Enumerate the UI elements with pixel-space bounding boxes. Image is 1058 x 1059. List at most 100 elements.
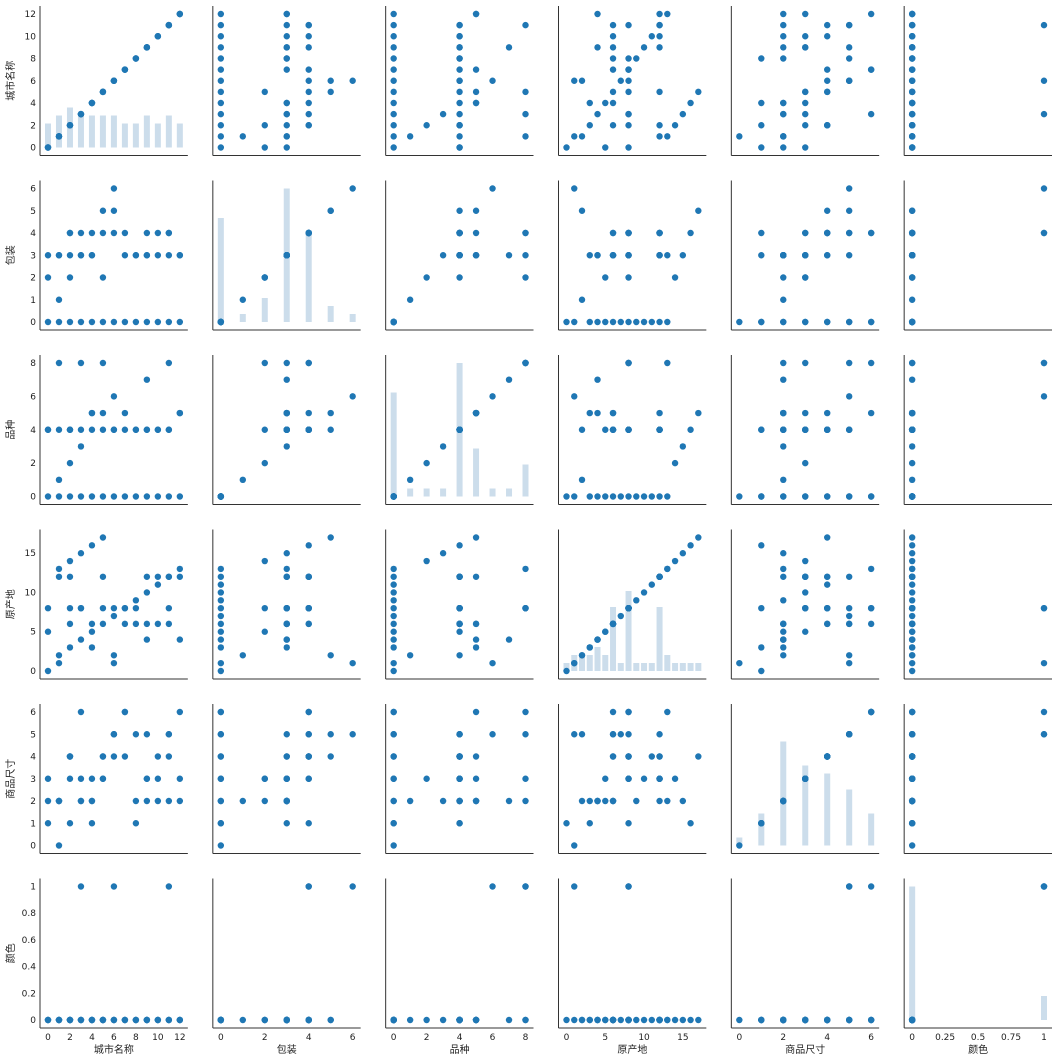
- point: [908, 207, 916, 214]
- panel-2-2: [385, 355, 534, 505]
- point: [845, 731, 853, 738]
- point: [845, 207, 853, 214]
- point: [824, 66, 831, 73]
- point: [505, 1016, 513, 1024]
- point: [77, 708, 85, 716]
- point: [908, 604, 916, 612]
- point: [99, 604, 107, 612]
- point: [327, 88, 334, 96]
- point: [845, 44, 853, 51]
- point: [571, 659, 578, 667]
- point: [780, 443, 787, 450]
- point: [132, 1016, 140, 1024]
- panel-0-2: [385, 6, 534, 156]
- point: [305, 409, 312, 417]
- point: [132, 252, 140, 259]
- ytick-label: 3: [30, 251, 36, 261]
- point: [780, 274, 787, 281]
- point: [456, 604, 463, 612]
- point: [656, 797, 663, 805]
- point: [390, 628, 397, 635]
- ytick-label: 15: [25, 549, 36, 559]
- ytick-label: 10: [25, 32, 37, 42]
- point: [110, 1016, 118, 1024]
- xtick-label: 6: [111, 1033, 117, 1043]
- point: [283, 620, 290, 628]
- point: [390, 99, 397, 107]
- point: [594, 493, 601, 500]
- panel-3-2: [385, 529, 534, 680]
- panel-3-5: [903, 529, 1052, 680]
- xtick-label: 0: [218, 1033, 224, 1043]
- point: [132, 620, 140, 628]
- xtick-label: 4: [89, 1033, 95, 1043]
- point: [802, 44, 809, 51]
- xtick-label: 0: [391, 1033, 397, 1043]
- point: [908, 636, 916, 643]
- point: [687, 229, 694, 237]
- point: [824, 753, 831, 760]
- point: [633, 597, 640, 604]
- point: [121, 620, 129, 628]
- point: [802, 775, 809, 782]
- xlabel: 品种: [450, 1043, 470, 1056]
- point: [602, 775, 609, 782]
- point: [439, 1016, 447, 1024]
- point: [695, 88, 702, 96]
- point: [165, 493, 173, 500]
- point: [456, 426, 463, 433]
- point: [594, 252, 601, 259]
- point: [845, 493, 853, 500]
- point: [679, 550, 687, 557]
- point: [586, 122, 593, 129]
- xtick-label: 0: [45, 1033, 51, 1043]
- xtick-label: 1: [1041, 1033, 1047, 1043]
- point: [456, 122, 463, 129]
- point: [824, 207, 831, 214]
- panel-0-0: [39, 6, 188, 156]
- point: [143, 376, 151, 383]
- point: [44, 252, 52, 259]
- point: [132, 426, 140, 433]
- panel-1-2: [385, 180, 534, 331]
- point: [695, 207, 702, 214]
- point: [845, 620, 853, 628]
- point: [522, 565, 529, 573]
- ytick-label: 3: [30, 775, 36, 785]
- point: [217, 33, 225, 40]
- point: [283, 573, 290, 580]
- point: [845, 659, 853, 667]
- point: [656, 753, 663, 760]
- point: [99, 534, 107, 541]
- point: [132, 597, 140, 604]
- point: [908, 493, 916, 500]
- point: [390, 842, 397, 849]
- point: [110, 604, 118, 612]
- point: [602, 1016, 609, 1024]
- point: [283, 99, 290, 107]
- point: [656, 731, 663, 738]
- point: [687, 426, 694, 433]
- point: [824, 122, 831, 129]
- point: [489, 185, 496, 192]
- point: [625, 229, 632, 237]
- point: [571, 493, 578, 500]
- point: [283, 110, 290, 118]
- point: [217, 1016, 225, 1024]
- point: [824, 1016, 831, 1024]
- point: [625, 110, 632, 118]
- point: [845, 229, 853, 237]
- point: [802, 589, 809, 596]
- point: [44, 604, 52, 612]
- point: [578, 797, 586, 805]
- density-band: [440, 488, 447, 497]
- panel-5-3: [558, 878, 707, 1029]
- point: [55, 565, 63, 573]
- point: [908, 542, 916, 549]
- point: [780, 252, 787, 259]
- point: [780, 550, 787, 557]
- point: [423, 1016, 430, 1024]
- point: [648, 753, 656, 760]
- point: [625, 604, 632, 612]
- point: [736, 318, 743, 326]
